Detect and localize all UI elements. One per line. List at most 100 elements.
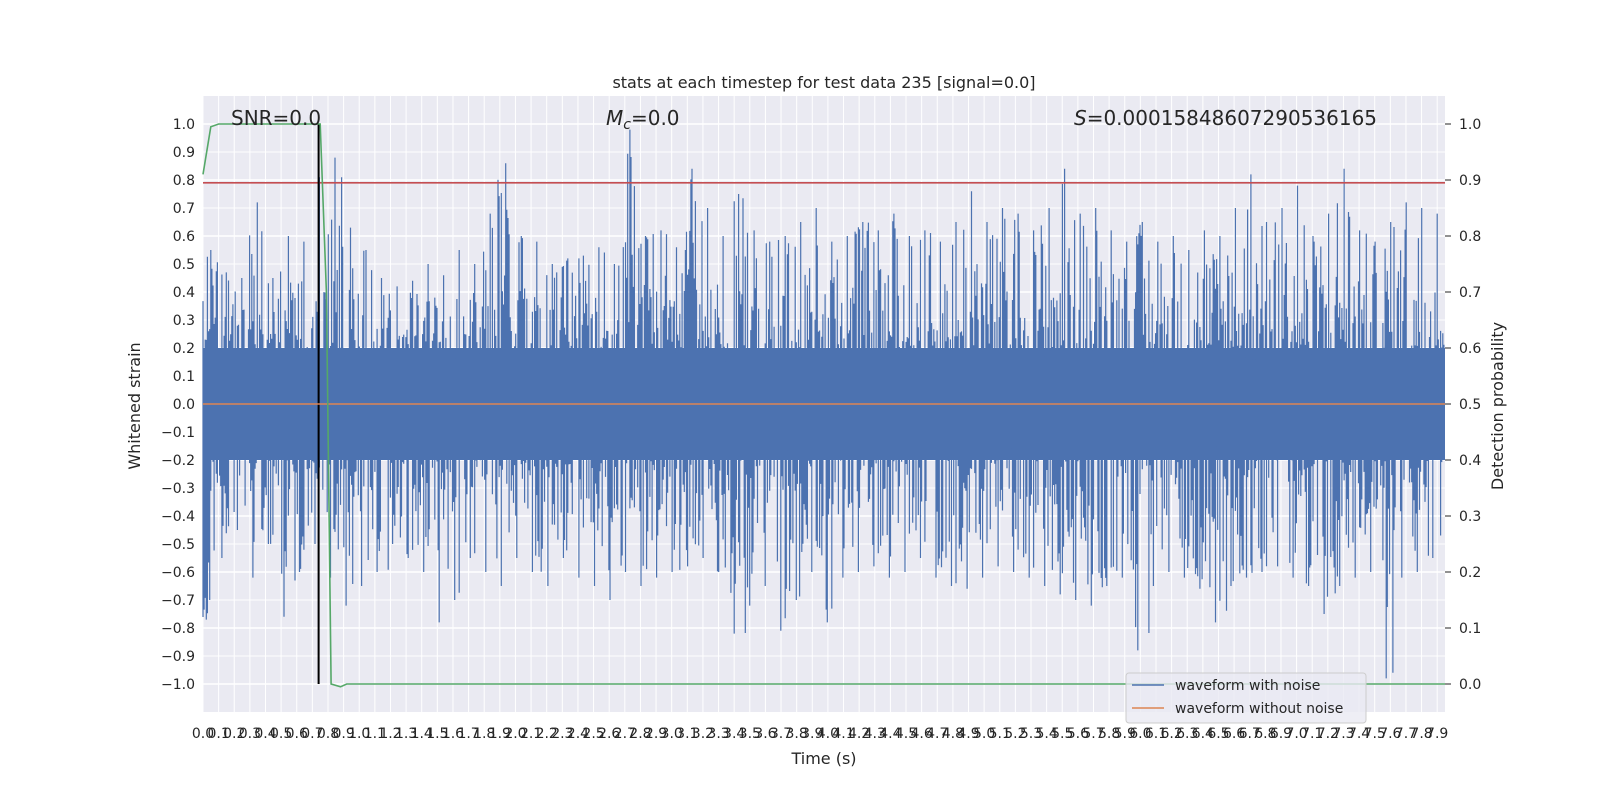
x-tick-label: 5.0: [973, 726, 995, 742]
x-tick-label: 2.2: [536, 726, 558, 742]
x-tick-label: 6.6: [1223, 726, 1245, 742]
x-tick-label: 7.3: [1332, 726, 1354, 742]
x-tick-label: 1.7: [457, 726, 479, 742]
x-tick-label: 1.3: [395, 726, 417, 742]
x-tick-label: 5.6: [1067, 726, 1089, 742]
x-tick-label: 4.5: [895, 726, 917, 742]
x-tick-label: 6.1: [1145, 726, 1167, 742]
y-tick-label: −0.5: [161, 537, 195, 553]
x-tick-label: 3.9: [801, 726, 823, 742]
x-tick-label: 2.9: [645, 726, 667, 742]
x-tick-label: 3.4: [723, 726, 745, 742]
x-tick-label: 4.0: [817, 726, 839, 742]
x-tick-label: 0.5: [270, 726, 292, 742]
x-tick-label: 5.1: [989, 726, 1011, 742]
x-tick-label: 2.8: [629, 726, 651, 742]
chirp-mass-subscript: c: [623, 117, 631, 133]
x-tick-label: 6.5: [1207, 726, 1229, 742]
x-tick-label: 0.0: [192, 726, 214, 742]
y-tick-label: 0.2: [173, 341, 195, 357]
x-tick-label: 3.7: [770, 726, 792, 742]
y2-tick-label: 0.1: [1459, 621, 1481, 637]
y-tick-label: −0.1: [161, 425, 195, 441]
y-tick-label: 0.0: [173, 397, 195, 413]
x-tick-label: 6.0: [1129, 726, 1151, 742]
detection-probability-line: [202, 123, 1445, 688]
x-tick-label: 1.9: [489, 726, 511, 742]
x-tick-label: 7.0: [1285, 726, 1307, 742]
y-tick-label: −0.2: [161, 453, 195, 469]
y-tick-label: 0.5: [173, 257, 195, 273]
x-tick-label: 2.5: [582, 726, 604, 742]
y-tick-label: −0.7: [161, 593, 195, 609]
x-tick-label: 0.9: [332, 726, 354, 742]
y-tick-label: 1.0: [173, 117, 195, 133]
x-tick-label: 2.1: [520, 726, 542, 742]
y-tick-label: −0.4: [161, 509, 195, 525]
y-tick-label: −0.9: [161, 649, 195, 665]
y2-tick-label: 1.0: [1459, 117, 1481, 133]
chirp-mass-symbol: M: [606, 106, 623, 130]
y-tick-label: 0.8: [173, 173, 195, 189]
x-tick-label: 1.0: [348, 726, 370, 742]
y-tick-label: 0.3: [173, 313, 195, 329]
y2-axis-label: Detection probability: [1488, 322, 1507, 490]
x-tick-label: 4.4: [879, 726, 901, 742]
y2-tick-label: 0.5: [1459, 397, 1481, 413]
x-tick-labels: 0.00.10.20.30.40.50.60.70.80.91.01.11.21…: [192, 726, 1448, 742]
y2-tick-label: 0.7: [1459, 285, 1481, 301]
x-tick-label: 7.7: [1395, 726, 1417, 742]
x-tick-label: 7.6: [1379, 726, 1401, 742]
x-tick-label: 2.4: [567, 726, 589, 742]
legend-label-clean: waveform without noise: [1175, 701, 1343, 717]
x-tick-label: 0.6: [286, 726, 308, 742]
y-tick-label: 0.4: [173, 285, 195, 301]
x-tick-label: 7.8: [1410, 726, 1432, 742]
y-tick-label: −1.0: [161, 677, 195, 693]
x-tick-label: 2.0: [504, 726, 526, 742]
x-tick-label: 7.2: [1317, 726, 1339, 742]
x-tick-label: 1.6: [442, 726, 464, 742]
x-tick-label: 6.9: [1270, 726, 1292, 742]
y-tick-label: −0.8: [161, 621, 195, 637]
y-tick-label: 0.6: [173, 229, 195, 245]
x-tick-label: 1.5: [426, 726, 448, 742]
x-tick-label: 0.7: [301, 726, 323, 742]
y2-tick-labels: 1.0 0.9 0.8 0.7 0.6 0.5 0.4 0.3 0.2 0.1 0.0: [1445, 117, 1481, 693]
x-tick-label: 0.4: [254, 726, 276, 742]
x-tick-label: 4.9: [957, 726, 979, 742]
x-tick-label: 1.1: [364, 726, 386, 742]
legend: waveform with noise waveform without noi…: [1125, 672, 1367, 724]
x-tick-label: 7.4: [1348, 726, 1370, 742]
x-tick-label: 7.9: [1426, 726, 1448, 742]
y-tick-label: 0.7: [173, 201, 195, 217]
x-tick-label: 3.6: [754, 726, 776, 742]
x-tick-label: 2.7: [614, 726, 636, 742]
x-tick-label: 7.1: [1301, 726, 1323, 742]
x-tick-label: 5.7: [1082, 726, 1104, 742]
x-tick-label: 6.8: [1254, 726, 1276, 742]
x-tick-label: 3.2: [692, 726, 714, 742]
y-tick-label: 0.9: [173, 145, 195, 161]
chirp-mass-annotation: Mc=0.0: [606, 106, 680, 133]
y2-tick-label: 0.0: [1459, 677, 1481, 693]
legend-label-noise: waveform with noise: [1175, 678, 1320, 694]
s-symbol: S: [1074, 106, 1087, 130]
x-tick-label: 4.8: [942, 726, 964, 742]
y2-tick-label: 0.4: [1459, 453, 1481, 469]
x-tick-label: 3.8: [786, 726, 808, 742]
x-tick-label: 1.2: [379, 726, 401, 742]
x-tick-label: 3.3: [707, 726, 729, 742]
chart-title: stats at each timestep for test data 235…: [612, 73, 1035, 92]
x-tick-label: 5.5: [1051, 726, 1073, 742]
x-tick-label: 0.1: [207, 726, 229, 742]
x-axis-label: Time (s): [790, 749, 856, 768]
x-tick-label: 5.4: [1035, 726, 1057, 742]
x-tick-label: 5.3: [1020, 726, 1042, 742]
x-tick-label: 5.9: [1114, 726, 1136, 742]
y-tick-label: −0.6: [161, 565, 195, 581]
x-tick-label: 5.2: [1004, 726, 1026, 742]
y-tick-label: 0.1: [173, 369, 195, 385]
x-tick-label: 0.8: [317, 726, 339, 742]
x-tick-label: 6.4: [1192, 726, 1214, 742]
